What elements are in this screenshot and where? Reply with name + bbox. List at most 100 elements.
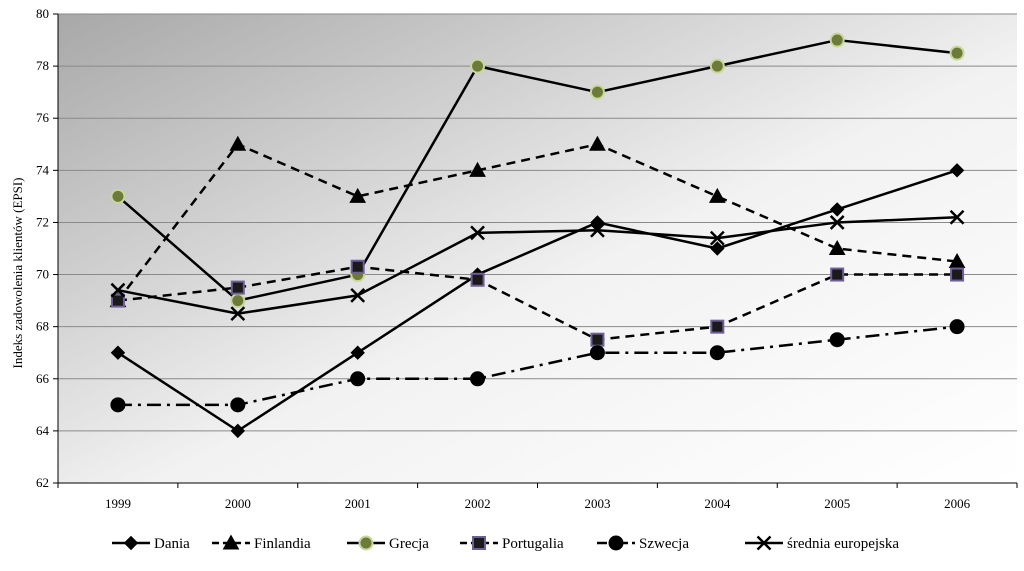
legend-label: Finlandia <box>254 536 311 552</box>
legend-item-portugalia: Portugalia <box>460 536 564 552</box>
x-marker-stroke <box>230 306 246 322</box>
data-point-szwecja <box>949 319 965 335</box>
series-line-szwecja <box>117 325 958 407</box>
legend-label: Portugalia <box>502 536 564 552</box>
data-point-finlandia <box>828 239 846 255</box>
data-point-finlandia <box>589 135 606 151</box>
data-point-średnia-europejska <box>709 230 725 246</box>
axis-labels: Indeks zadowolenia klientów (EPSI) <box>10 178 25 369</box>
y-tick-label: 68 <box>36 319 49 334</box>
legend-marker <box>222 534 240 550</box>
legend-marker <box>358 535 374 551</box>
grid-lines <box>58 13 1017 432</box>
data-point-szwecja <box>829 332 845 348</box>
x-tick-label: 2001 <box>345 496 371 511</box>
y-tick-label: 64 <box>36 423 50 438</box>
x-tick-label: 2002 <box>465 496 491 511</box>
data-point-portugalia <box>350 259 365 274</box>
legend-marker <box>123 535 139 551</box>
data-point-finlandia <box>948 252 966 269</box>
legend-marker <box>608 535 624 551</box>
data-point-portugalia <box>110 293 125 308</box>
data-point-portugalia <box>590 332 605 347</box>
x-tick-label: 1999 <box>105 496 131 511</box>
x-marker-stroke <box>829 215 845 230</box>
data-point-szwecja <box>709 345 725 361</box>
data-point-średnia-europejska <box>949 209 965 225</box>
x-tick-label: 2006 <box>944 496 971 511</box>
series-line-finlandia <box>116 143 958 302</box>
y-tick-label: 70 <box>36 267 49 282</box>
series-line-średnia-europejska <box>117 215 958 315</box>
data-point-szwecja <box>230 397 246 413</box>
data-point-średnia-europejska <box>230 306 246 322</box>
x-tick-label: 2003 <box>584 496 610 511</box>
y-tick-label: 66 <box>36 371 50 386</box>
data-point-dania <box>110 345 126 360</box>
x-marker-stroke <box>590 222 605 238</box>
data-point-szwecja <box>589 345 605 361</box>
x-tick-label: 2000 <box>225 496 251 511</box>
y-tick-label: 76 <box>36 110 50 125</box>
data-point-portugalia <box>950 267 965 282</box>
legend-item-szwecja: Szwecja <box>597 535 689 552</box>
data-point-portugalia <box>230 280 245 295</box>
series-line-portugalia <box>117 265 958 341</box>
data-point-finlandia <box>229 135 247 151</box>
y-tick-label: 72 <box>36 214 49 229</box>
data-point-dania <box>350 345 365 360</box>
legend-item-finlandia: Finlandia <box>212 534 311 552</box>
legend: Dania Finlandia Grecja Portugalia Szwecja śre… <box>112 534 899 552</box>
data-point-dania <box>710 241 725 256</box>
data-point-grecja <box>230 293 246 309</box>
x-marker-stroke <box>709 230 725 246</box>
y-tick-label: 80 <box>36 6 49 21</box>
data-point-szwecja <box>110 397 126 413</box>
data-point-średnia-europejska <box>590 222 605 238</box>
legend-item-dania: Dania <box>112 535 190 552</box>
data-point-dania <box>949 163 965 178</box>
x-marker-stroke <box>110 282 126 298</box>
series-markers <box>109 32 966 439</box>
y-tick-label: 74 <box>36 162 50 177</box>
legend-label: Dania <box>154 536 190 552</box>
y-tick-label: 62 <box>36 475 49 490</box>
series-line-dania <box>117 169 958 433</box>
axes: 62 64 66 68 70 72 74 76 78 80 1999 2000 2001 2002 2003… <box>36 6 1018 511</box>
y-axis-title: Indeks zadowolenia klientów (EPSI) <box>10 178 25 369</box>
legend-label: Grecja <box>389 536 429 552</box>
x-marker-stroke <box>756 535 772 551</box>
data-point-średnia-europejska <box>110 282 126 298</box>
data-point-średnia-europejska <box>350 288 366 303</box>
data-point-średnia-europejska <box>470 225 485 241</box>
data-point-finlandia <box>469 161 486 177</box>
legend-item-grecja: Grecja <box>347 535 429 552</box>
series-line-grecja <box>117 38 958 302</box>
data-point-dania <box>230 423 246 439</box>
x-marker-stroke <box>350 288 366 303</box>
legend-item-średnia-europejska: średnia europejska <box>745 535 899 552</box>
x-marker-stroke <box>949 209 965 225</box>
data-point-finlandia <box>708 187 726 203</box>
legend-marker <box>756 535 772 551</box>
data-point-portugalia <box>830 267 845 282</box>
legend-marker <box>472 536 486 550</box>
data-point-grecja <box>949 45 965 61</box>
legend-label: Szwecja <box>639 536 689 552</box>
data-point-grecja <box>829 32 845 48</box>
data-point-grecja <box>110 188 126 204</box>
x-tick-label: 2005 <box>824 496 850 511</box>
data-point-szwecja <box>470 371 486 387</box>
y-tick-label: 78 <box>36 58 49 73</box>
data-point-średnia-europejska <box>829 215 845 230</box>
x-marker-stroke <box>470 225 485 241</box>
data-point-portugalia <box>470 272 485 287</box>
series-lines <box>116 38 958 433</box>
data-point-szwecja <box>350 371 366 387</box>
data-point-dania <box>829 202 845 217</box>
data-point-grecja <box>470 58 486 74</box>
data-point-grecja <box>589 84 605 100</box>
x-tick-label: 2004 <box>704 496 731 511</box>
